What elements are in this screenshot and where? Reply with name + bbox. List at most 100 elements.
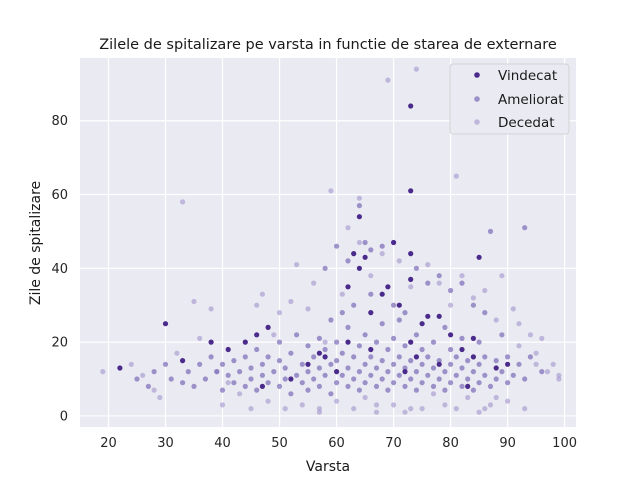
point-decedat <box>288 298 294 305</box>
point-ameliorat <box>373 383 380 389</box>
point-ameliorat <box>476 339 482 345</box>
point-decedat <box>174 350 180 356</box>
point-ameliorat <box>237 369 243 375</box>
point-vindecat <box>476 254 482 260</box>
point-vindecat <box>505 361 511 367</box>
point-ameliorat <box>425 372 431 378</box>
point-vindecat <box>322 354 328 360</box>
point-ameliorat <box>305 343 311 349</box>
point-ameliorat <box>299 361 305 367</box>
point-decedat <box>128 361 134 367</box>
point-decedat <box>505 398 511 404</box>
point-ameliorat <box>436 358 442 364</box>
point-decedat <box>368 273 374 279</box>
point-decedat <box>516 321 522 327</box>
point-ameliorat <box>419 361 425 367</box>
point-ameliorat <box>368 372 374 378</box>
point-ameliorat <box>356 203 362 209</box>
point-ameliorat <box>356 343 362 349</box>
point-decedat <box>271 332 277 338</box>
point-ameliorat <box>373 339 380 345</box>
legend-label-ameliorat: Ameliorat <box>498 92 564 108</box>
point-ameliorat <box>448 287 454 294</box>
point-ameliorat <box>459 335 465 341</box>
point-decedat <box>294 262 300 268</box>
x-tick-label: 90 <box>499 436 516 451</box>
point-vindecat <box>351 251 357 257</box>
x-tick-label: 20 <box>100 436 117 451</box>
point-ameliorat <box>334 243 340 249</box>
point-decedat <box>373 409 380 415</box>
point-decedat <box>254 302 260 308</box>
point-decedat <box>259 291 265 297</box>
x-tick-label: 40 <box>214 436 231 451</box>
point-ameliorat <box>408 376 414 382</box>
point-vindecat <box>345 284 351 290</box>
point-ameliorat <box>362 332 368 338</box>
point-ameliorat <box>527 354 534 360</box>
point-vindecat <box>242 339 248 345</box>
y-tick-label: 60 <box>51 188 68 203</box>
point-decedat <box>453 173 459 179</box>
legend-marker-decedat <box>474 119 480 125</box>
point-ameliorat <box>499 332 505 338</box>
point-ameliorat <box>351 302 357 308</box>
point-vindecat <box>254 332 260 338</box>
point-decedat <box>385 77 391 83</box>
point-vindecat <box>368 310 374 316</box>
point-ameliorat <box>430 365 437 371</box>
point-ameliorat <box>413 332 419 338</box>
point-ameliorat <box>328 361 334 367</box>
point-decedat <box>556 372 562 378</box>
point-decedat <box>248 406 254 412</box>
point-ameliorat <box>391 335 397 341</box>
point-decedat <box>533 350 539 356</box>
point-vindecat <box>316 350 322 356</box>
point-decedat <box>402 409 408 415</box>
point-ameliorat <box>493 358 499 364</box>
point-ameliorat <box>522 376 528 382</box>
data-points <box>100 66 562 415</box>
point-ameliorat <box>322 346 328 353</box>
point-ameliorat <box>425 280 431 286</box>
point-vindecat <box>368 346 374 353</box>
legend-label-vindecat: Vindecat <box>498 68 557 84</box>
point-decedat <box>527 332 534 338</box>
point-ameliorat <box>328 391 334 397</box>
point-vindecat <box>470 354 476 360</box>
point-ameliorat <box>294 332 300 338</box>
point-decedat <box>100 369 106 375</box>
point-decedat <box>493 317 499 323</box>
point-ameliorat <box>282 376 288 382</box>
point-decedat <box>544 369 551 375</box>
point-ameliorat <box>202 376 208 382</box>
point-ameliorat <box>345 365 351 371</box>
point-decedat <box>339 291 345 297</box>
point-ameliorat <box>311 376 317 382</box>
y-tick-label: 20 <box>51 336 68 351</box>
point-ameliorat <box>413 369 419 375</box>
point-vindecat <box>208 339 214 345</box>
point-decedat <box>197 335 203 341</box>
point-decedat <box>225 380 231 386</box>
point-decedat <box>436 280 442 286</box>
point-ameliorat <box>385 346 391 353</box>
point-ameliorat <box>482 372 488 378</box>
point-vindecat <box>402 369 408 375</box>
point-ameliorat <box>219 361 226 367</box>
point-decedat <box>373 402 380 408</box>
point-ameliorat <box>225 372 231 378</box>
point-decedat <box>299 402 305 408</box>
point-ameliorat <box>271 369 277 375</box>
point-ameliorat <box>385 387 391 393</box>
point-ameliorat <box>288 391 294 397</box>
point-decedat <box>482 406 488 412</box>
point-ameliorat <box>316 365 322 371</box>
point-decedat <box>413 66 419 72</box>
point-ameliorat <box>402 310 408 316</box>
point-ameliorat <box>248 376 254 382</box>
x-tick-label: 60 <box>328 436 345 451</box>
point-ameliorat <box>219 387 226 393</box>
point-vindecat <box>436 361 442 367</box>
